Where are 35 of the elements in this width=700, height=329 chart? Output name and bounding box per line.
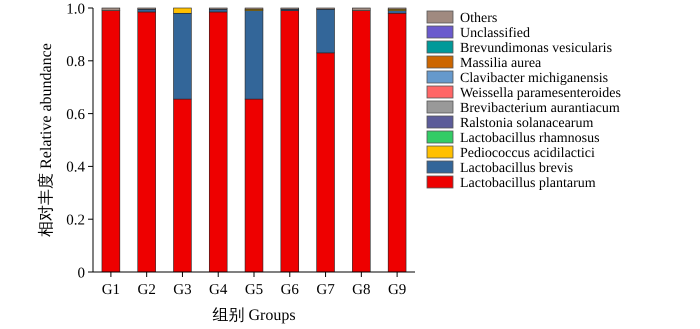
- y-tick-label: 0: [78, 265, 85, 282]
- legend-label: Lactobacillus rhamnosus: [460, 130, 600, 146]
- x-tick-label: G7: [316, 282, 336, 298]
- bar: [102, 10, 120, 272]
- x-tick-label: G4: [209, 282, 228, 298]
- x-tick-label: G6: [280, 282, 300, 298]
- x-tick-label: G5: [244, 282, 264, 298]
- legend-label: Ralstonia solanacearum: [460, 116, 594, 131]
- y-tick-label: 0.4: [66, 160, 86, 176]
- x-tick-label: G9: [388, 282, 406, 298]
- legend-label: Others: [460, 10, 498, 26]
- legend-label: Unclassified: [460, 26, 530, 41]
- y-tick-label: 0.8: [66, 54, 85, 70]
- y-tick-label: 1.0: [66, 1, 85, 18]
- bar: [137, 12, 156, 272]
- x-tick-label: G8: [352, 282, 371, 298]
- bar: [352, 10, 371, 272]
- legend-label: Massilia aurea: [460, 56, 542, 71]
- x-tick-label: G3: [173, 282, 192, 298]
- x-axis-title: 组别 Groups: [212, 307, 296, 324]
- legend-label: Clavibacter michiganensis: [460, 70, 608, 86]
- x-tick-label: G2: [137, 282, 156, 298]
- bar: [280, 10, 300, 272]
- legend-label: Brevibacterium aurantiacum: [460, 100, 620, 116]
- y-axis-title: 相对丰度 Relative abundance: [37, 43, 55, 237]
- y-tick-label: 0.2: [66, 212, 85, 228]
- legend-label: Lactobacillus brevis: [460, 160, 574, 176]
- y-tick-label: 0.6: [66, 106, 86, 123]
- legend-label: Lactobacillus plantarum: [460, 176, 596, 191]
- bar: [208, 12, 228, 272]
- legend-label: Brevundimonas vesicularis: [460, 40, 612, 56]
- x-tick-label: G1: [102, 282, 120, 298]
- legend-label: Weissella paramesenteroides: [460, 86, 621, 101]
- legend-label: Pediococcus acidilactici: [460, 146, 595, 161]
- bar: [388, 12, 406, 272]
